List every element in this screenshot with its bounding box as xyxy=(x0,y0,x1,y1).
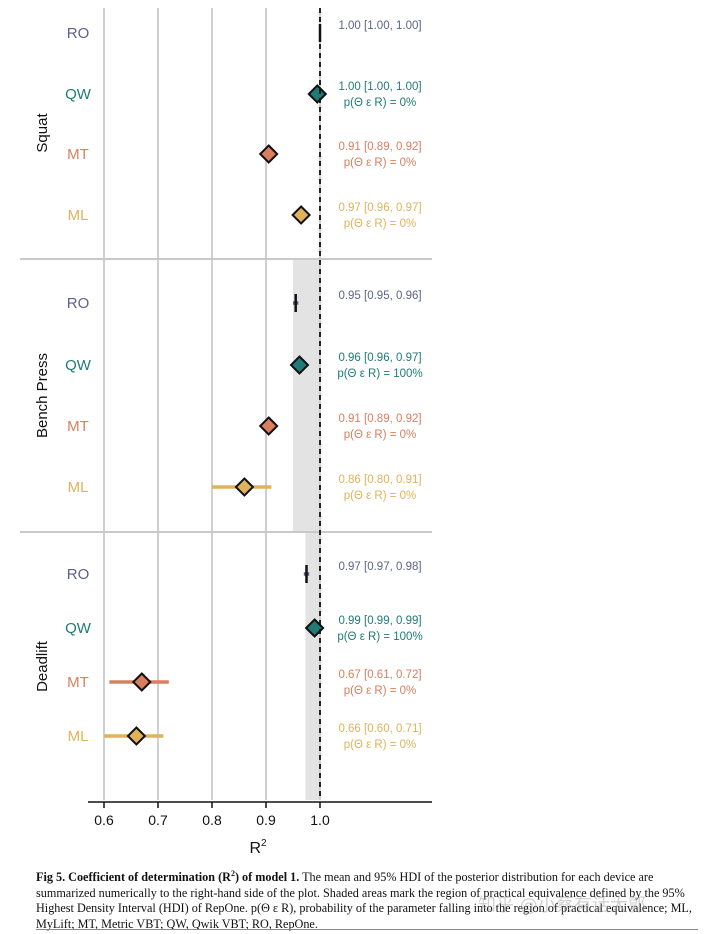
caption-label-end: ) of model 1. xyxy=(234,870,300,885)
annotation-hdi-bench-press-mt: 0.91 [0.89, 0.92] xyxy=(338,413,421,425)
annotation-prob-bench-press-qw: p(Θ ε R) = 100% xyxy=(337,368,422,380)
annotation-prob-squat-ml: p(Θ ε R) = 0% xyxy=(344,218,417,230)
x-tick-label-0.8: 0.8 xyxy=(202,812,222,828)
x-tick-label-0.7: 0.7 xyxy=(148,812,168,828)
panel-label-bench-press: Bench Press xyxy=(34,353,51,438)
rope-band-bench-press xyxy=(293,260,320,531)
point-estimate-squat-mt xyxy=(258,144,279,164)
annotation-hdi-deadlift-mt: 0.67 [0.61, 0.72] xyxy=(338,669,421,681)
caption-divider xyxy=(36,929,698,930)
device-label-bench-press-ml: ML xyxy=(68,479,89,496)
device-label-squat-mt: MT xyxy=(67,146,89,163)
device-label-bench-press-qw: QW xyxy=(65,357,92,374)
annotation-hdi-bench-press-ro: 0.95 [0.95, 0.96] xyxy=(338,290,421,302)
device-label-squat-ml: ML xyxy=(68,207,89,224)
point-estimate-deadlift-qw xyxy=(304,618,325,638)
annotation-prob-squat-mt: p(Θ ε R) = 0% xyxy=(344,157,417,169)
point-estimate-bench-press-ml xyxy=(234,477,255,497)
marks-layer xyxy=(104,8,328,800)
annotation-hdi-bench-press-ml: 0.86 [0.80, 0.91] xyxy=(338,474,421,486)
x-tick-label-0.6: 0.6 xyxy=(94,812,114,828)
annotation-hdi-squat-ml: 0.97 [0.96, 0.97] xyxy=(338,202,421,214)
point-estimate-bench-press-qw xyxy=(289,355,310,375)
annotation-hdi-deadlift-qw: 0.99 [0.99, 0.99] xyxy=(338,615,421,627)
annotation-hdi-squat-mt: 0.91 [0.89, 0.92] xyxy=(338,141,421,153)
text-layer: Squat RO 1.00 [1.00, 1.00] QW 1.00 [1.00, 1.… xyxy=(34,20,423,751)
point-estimate-squat-ml xyxy=(291,205,312,225)
annotation-prob-squat-qw: p(Θ ε R) = 0% xyxy=(344,97,417,109)
x-tick-label-1.0: 1.0 xyxy=(310,812,330,828)
panel-label-deadlift: Deadlift xyxy=(34,640,51,692)
annotation-hdi-bench-press-qw: 0.96 [0.96, 0.97] xyxy=(338,352,421,364)
x-axis: 0.6 0.7 0.8 0.9 1.0 R2 xyxy=(88,801,432,857)
watermark: 知乎 @小蔡有话大郭 xyxy=(478,895,646,916)
annotation-hdi-deadlift-ro: 0.97 [0.97, 0.98] xyxy=(338,561,421,573)
device-label-deadlift-ro: RO xyxy=(67,566,90,583)
device-label-deadlift-qw: QW xyxy=(65,620,92,637)
annotation-prob-bench-press-ml: p(Θ ε R) = 0% xyxy=(344,490,417,502)
caption-label-text: Fig 5. Coefficient of determination (R xyxy=(36,870,231,885)
caption-label: Fig 5. Coefficient of determination (R2)… xyxy=(36,869,300,885)
forest-plot: Squat RO 1.00 [1.00, 1.00] QW 1.00 [1.00, 1.… xyxy=(20,8,432,857)
x-axis-label-sup: 2 xyxy=(261,838,267,849)
figure-caption: Fig 5. Coefficient of determination (R2)… xyxy=(36,866,704,932)
device-label-bench-press-ro: RO xyxy=(67,295,90,312)
annotation-hdi-squat-qw: 1.00 [1.00, 1.00] xyxy=(338,81,421,93)
annotation-prob-deadlift-ml: p(Θ ε R) = 0% xyxy=(344,739,417,751)
device-label-squat-ro: RO xyxy=(67,25,90,42)
x-axis-ticks: 0.6 0.7 0.8 0.9 1.0 xyxy=(94,802,330,828)
point-estimate-bench-press-mt xyxy=(258,416,279,436)
device-label-bench-press-mt: MT xyxy=(67,418,89,435)
device-label-deadlift-ml: ML xyxy=(68,728,89,745)
annotation-prob-bench-press-mt: p(Θ ε R) = 0% xyxy=(344,429,417,441)
background-layer xyxy=(293,260,320,800)
device-label-squat-qw: QW xyxy=(65,86,92,103)
annotation-hdi-squat-ro: 1.00 [1.00, 1.00] xyxy=(338,20,421,32)
annotation-hdi-deadlift-ml: 0.66 [0.60, 0.71] xyxy=(338,723,421,735)
point-estimate-deadlift-mt xyxy=(131,672,152,692)
x-axis-label: R2 xyxy=(249,838,267,857)
device-label-deadlift-mt: MT xyxy=(67,674,89,691)
point-estimate-deadlift-ml xyxy=(126,726,147,746)
caption-label-sup: 2 xyxy=(230,869,235,878)
annotation-prob-deadlift-qw: p(Θ ε R) = 100% xyxy=(337,631,422,643)
caption-body: The mean and 95% HDI of the posterior di… xyxy=(36,870,692,931)
panel-label-squat: Squat xyxy=(34,113,51,153)
x-tick-label-0.9: 0.9 xyxy=(256,812,276,828)
rope-band-deadlift xyxy=(305,533,320,800)
x-axis-label-text: R xyxy=(249,840,261,857)
annotation-prob-deadlift-mt: p(Θ ε R) = 0% xyxy=(344,685,417,697)
point-estimate-squat-qw xyxy=(307,84,328,104)
